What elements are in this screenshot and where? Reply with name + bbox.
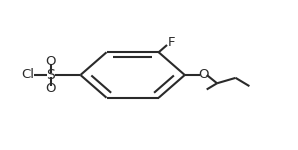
Text: O: O	[45, 55, 56, 68]
Text: O: O	[198, 69, 209, 81]
Text: Cl: Cl	[21, 69, 34, 81]
Text: S: S	[46, 68, 55, 82]
Text: O: O	[45, 82, 56, 95]
Text: F: F	[167, 36, 175, 49]
